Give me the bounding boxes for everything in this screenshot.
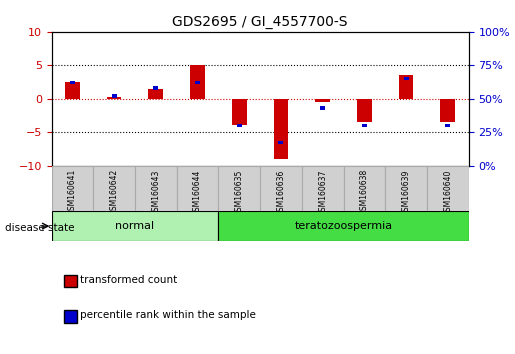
Bar	[52, 211, 218, 241]
Bar	[440, 99, 455, 122]
Bar	[107, 97, 122, 99]
Bar	[153, 86, 158, 90]
Bar	[344, 166, 385, 211]
Text: disease state: disease state	[5, 223, 75, 233]
Text: GSM160641: GSM160641	[68, 169, 77, 216]
Bar	[232, 99, 247, 125]
Bar	[273, 99, 288, 159]
Bar	[190, 65, 205, 99]
Text: transformed count: transformed count	[80, 275, 177, 285]
Bar	[315, 99, 330, 102]
Text: GSM160643: GSM160643	[151, 169, 160, 216]
Bar	[385, 166, 427, 211]
Text: teratozoospermia: teratozoospermia	[295, 221, 392, 231]
Bar	[399, 75, 414, 99]
Bar	[302, 166, 344, 211]
Bar	[260, 166, 302, 211]
Bar	[362, 124, 367, 127]
Text: GSM160639: GSM160639	[402, 169, 410, 216]
Bar	[70, 81, 75, 84]
Bar	[195, 81, 200, 84]
Bar	[218, 211, 469, 241]
Bar	[404, 77, 408, 80]
Text: percentile rank within the sample: percentile rank within the sample	[80, 310, 256, 320]
Bar	[279, 141, 283, 144]
Bar	[112, 95, 116, 98]
Text: GSM160636: GSM160636	[277, 169, 285, 216]
Bar	[427, 166, 469, 211]
Text: GSM160640: GSM160640	[443, 169, 452, 216]
Bar	[93, 166, 135, 211]
Text: normal: normal	[115, 221, 154, 231]
Bar	[445, 124, 450, 127]
Bar	[135, 166, 177, 211]
Text: GSM160644: GSM160644	[193, 169, 202, 216]
Bar	[237, 124, 242, 127]
Text: GSM160638: GSM160638	[360, 169, 369, 216]
Bar	[148, 88, 163, 99]
Bar	[320, 107, 325, 110]
Text: GSM160637: GSM160637	[318, 169, 327, 216]
Bar	[52, 166, 93, 211]
Bar	[357, 99, 372, 122]
Bar	[218, 166, 260, 211]
Title: GDS2695 / GI_4557700-S: GDS2695 / GI_4557700-S	[173, 16, 348, 29]
Bar	[177, 166, 218, 211]
Text: GSM160635: GSM160635	[235, 169, 244, 216]
Text: GSM160642: GSM160642	[110, 169, 118, 216]
Bar	[65, 82, 80, 99]
